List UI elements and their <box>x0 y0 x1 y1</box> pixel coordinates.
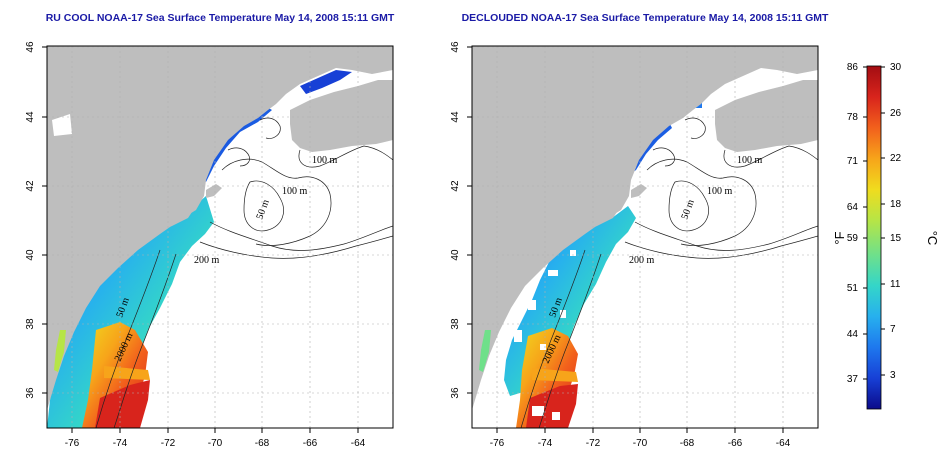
x-tick-label: -64 <box>776 438 791 449</box>
panel-declouded: DECLOUDED NOAA-17 Sea Surface Temperatur… <box>450 12 829 449</box>
y-tick-label: 40 <box>450 249 461 261</box>
fahrenheit-tick: 86 <box>847 62 859 73</box>
grid <box>472 46 818 428</box>
x-tick-label: -66 <box>728 438 743 449</box>
contour-label-100m: 100 m <box>282 186 308 197</box>
y-tick-label: 44 <box>450 111 461 123</box>
map-frame <box>471 45 819 429</box>
chesapeake-bay <box>479 330 491 372</box>
x-tick-label: -76 <box>65 438 80 449</box>
map-area: 100 m 100 m 50 m 200 m 50 m 2000 m <box>472 46 818 428</box>
map-frame <box>46 45 394 429</box>
fahrenheit-tick: 71 <box>847 156 859 167</box>
contour-label-100m: 100 m <box>737 155 763 166</box>
y-tick-label: 42 <box>450 180 461 192</box>
fahrenheit-tick: 51 <box>847 283 859 294</box>
contour-label-100m: 100 m <box>312 155 338 166</box>
y-tick-label: 46 <box>450 41 461 53</box>
cloud-gaps <box>514 250 576 420</box>
panel-title: DECLOUDED NOAA-17 Sea Surface Temperatur… <box>462 12 829 24</box>
chesapeake-bay <box>54 330 66 372</box>
x-axis <box>71 428 359 433</box>
celsius-tick: 3 <box>890 370 896 381</box>
cape-cod <box>631 184 647 198</box>
sst-front <box>532 368 578 382</box>
colorbar-gradient <box>866 65 882 410</box>
celsius-tick: 18 <box>890 199 902 210</box>
x-tick-label: -72 <box>161 438 176 449</box>
x-tick-label: -74 <box>538 438 553 449</box>
x-axis <box>496 428 784 433</box>
celsius-tick: 7 <box>890 324 896 335</box>
y-tick-label: 36 <box>25 387 36 399</box>
long-island <box>575 212 617 232</box>
celsius-tick: 26 <box>890 108 902 119</box>
sst-warm-core <box>526 384 578 428</box>
celsius-label: °C <box>925 231 940 246</box>
x-tick-label: -70 <box>633 438 648 449</box>
sst-shelf <box>47 196 214 428</box>
contour-label-100m: 100 m <box>707 186 733 197</box>
sst-gulf-of-maine <box>198 104 272 182</box>
fahrenheit-tick: 59 <box>847 233 859 244</box>
y-tick-label: 44 <box>25 111 36 123</box>
x-tick-label: -74 <box>113 438 128 449</box>
land-mass <box>472 46 818 410</box>
land-mass <box>47 46 393 410</box>
x-tick-label: -66 <box>303 438 318 449</box>
long-island <box>150 212 192 232</box>
y-axis <box>467 46 472 394</box>
sst-warm-core <box>95 380 150 428</box>
fahrenheit-tick: 64 <box>847 202 859 213</box>
x-tick-label: -72 <box>586 438 601 449</box>
y-tick-label: 46 <box>25 41 36 53</box>
x-tick-label: -68 <box>255 438 270 449</box>
panel-title: RU COOL NOAA-17 Sea Surface Temperature … <box>46 12 395 24</box>
y-tick-label: 42 <box>25 180 36 192</box>
sst-front <box>104 366 150 380</box>
x-tick-label: -70 <box>208 438 223 449</box>
fahrenheit-tick: 37 <box>847 374 859 385</box>
contour-label-200m: 200 m <box>194 255 220 266</box>
lake-patch <box>52 114 72 136</box>
x-tick-label: -76 <box>490 438 505 449</box>
celsius-tick: 11 <box>890 279 901 290</box>
sst-bay-of-fundy <box>300 70 352 94</box>
bathymetry-contours <box>520 117 818 428</box>
y-tick-label: 36 <box>450 387 461 399</box>
cape-cod <box>206 184 222 198</box>
fahrenheit-tick: 44 <box>847 329 859 340</box>
celsius-tick: 30 <box>890 62 902 73</box>
colorbar: 86 78 71 64 59 51 44 37 30 26 22 18 15 1… <box>832 62 940 410</box>
colorbar-ticks <box>863 66 885 380</box>
contour-label-200m: 200 m <box>629 255 655 266</box>
x-tick-label: -64 <box>351 438 366 449</box>
y-tick-label: 40 <box>25 249 36 261</box>
celsius-tick: 15 <box>890 233 902 244</box>
map-area: 100 m 100 m 50 m 200 m 50 m 2000 m <box>47 46 393 428</box>
panel-rucool: RU COOL NOAA-17 Sea Surface Temperature … <box>25 12 395 449</box>
x-tick-label: -68 <box>680 438 695 449</box>
fahrenheit-tick: 78 <box>847 112 859 123</box>
grid <box>47 46 393 428</box>
celsius-tick: 22 <box>890 153 902 164</box>
y-axis <box>42 46 47 394</box>
bathymetry-contours <box>95 117 393 428</box>
nova-scotia <box>290 80 393 152</box>
fahrenheit-label: °F <box>832 231 847 244</box>
nova-scotia <box>715 80 818 152</box>
y-tick-label: 38 <box>25 318 36 330</box>
y-tick-label: 38 <box>450 318 461 330</box>
